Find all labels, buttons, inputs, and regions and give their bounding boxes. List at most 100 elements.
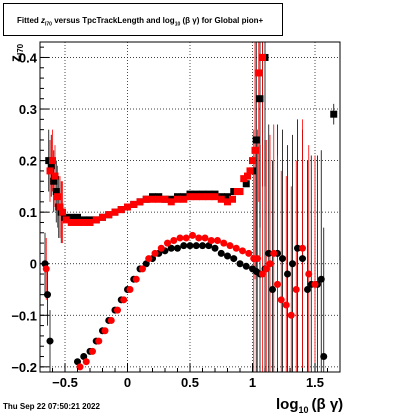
data-point-square [242, 180, 250, 188]
data-point-circle [217, 249, 225, 257]
data-point-square [92, 216, 100, 224]
data-point-square [224, 198, 231, 206]
title-z-symbol: z [41, 16, 46, 25]
data-point-square [111, 208, 119, 216]
data-point-circle [224, 252, 231, 260]
data-point-square [174, 195, 181, 203]
title-log-subscript: 10 [174, 21, 181, 28]
data-point-square [62, 216, 70, 224]
data-point-circle [95, 337, 103, 345]
grid [40, 42, 340, 372]
data-point-circle [287, 311, 295, 319]
data-point-circle [311, 280, 319, 288]
data-point-circle [277, 296, 285, 304]
data-point-circle [207, 237, 215, 245]
data-point-square [192, 193, 200, 201]
data-point-square [180, 195, 188, 203]
x-tick-label: 0 [124, 375, 131, 390]
data-point-circle [189, 231, 196, 239]
data-markers [41, 53, 338, 371]
data-point-square [230, 188, 238, 196]
data-point-square [136, 198, 144, 206]
data-point-circle [145, 255, 153, 263]
data-point-circle [236, 260, 244, 268]
data-point-square [217, 195, 225, 203]
data-point-circle [182, 234, 190, 242]
data-point-square [224, 193, 231, 201]
data-point-circle [195, 234, 203, 242]
data-point-circle [317, 275, 325, 283]
footer-timestamp: Thu Sep 22 07:50:21 2022 [3, 402, 100, 411]
data-point-square [211, 193, 219, 201]
title-box: Fitted zI70 versus TpcTrackLength and lo… [3, 3, 283, 36]
data-point-square [67, 218, 75, 226]
data-point-square [117, 206, 125, 214]
data-point-square [59, 208, 66, 216]
data-point-circle [151, 249, 159, 257]
data-point-square [50, 177, 58, 185]
y-tick-label: 0.2 [19, 154, 37, 169]
title-z-subscript: I70 [45, 21, 52, 28]
x-axis-title: log10 (β γ) [276, 396, 343, 414]
data-point-circle [170, 237, 178, 245]
data-point-circle [270, 249, 278, 257]
data-point-circle [211, 244, 219, 252]
axis-ticks [39, 46, 341, 372]
data-point-circle [259, 270, 266, 278]
y-tick-label: 0.4 [19, 50, 38, 65]
data-point-circle [284, 270, 291, 278]
data-point-square [330, 110, 338, 118]
data-point-circle [192, 242, 200, 250]
data-point-square [124, 203, 131, 211]
y-axis-title-sub: I70 [16, 43, 25, 55]
data-point-square [54, 193, 61, 201]
x-axis-title-sub: 10 [299, 405, 309, 414]
x-tick-label: 0.5 [181, 375, 199, 390]
data-point-circle [304, 286, 311, 293]
data-point-circle [265, 249, 273, 257]
title-prefix: Fitted [17, 16, 39, 25]
data-point-square [259, 53, 266, 61]
data-point-circle [299, 255, 306, 263]
data-point-square [80, 218, 88, 226]
data-point-square [256, 95, 264, 103]
x-tick-label: 1 [249, 375, 256, 390]
data-point-square [47, 162, 55, 170]
title-beta-gamma: (β γ) [182, 16, 200, 25]
y-tick-label: −0.1 [11, 308, 37, 323]
data-point-square [167, 198, 175, 206]
data-point-square [249, 157, 256, 165]
data-point-circle [126, 286, 134, 293]
tick-labels: −0.5 0 0.5 1 1.5 −0.2 −0.1 0 0.1 0.2 0.3 0.4 [11, 50, 324, 390]
data-point-square [244, 172, 251, 180]
y-tick-label: −0.2 [11, 360, 37, 375]
data-point-circle [220, 239, 228, 247]
data-point-square [246, 167, 254, 175]
data-point-square [74, 218, 81, 226]
data-point-circle [232, 244, 240, 252]
data-point-circle [226, 242, 234, 250]
data-point-circle [292, 286, 300, 293]
data-point-square [56, 203, 64, 211]
title-mid: versus TpcTrackLength and log [54, 16, 175, 25]
x-axis-title-main: log [276, 396, 299, 413]
title-suffix: for Global pion+ [201, 16, 264, 25]
data-point-circle [230, 255, 238, 263]
data-point-circle [274, 280, 281, 288]
data-point-circle [262, 265, 270, 273]
data-point-square [142, 195, 150, 203]
data-point-circle [289, 260, 296, 268]
data-point-circle [44, 291, 51, 299]
data-point-circle [76, 363, 84, 371]
data-point-square [99, 213, 106, 221]
data-point-square [51, 172, 59, 180]
data-point-circle [114, 306, 121, 314]
data-point-circle [139, 265, 146, 273]
data-point-square [252, 136, 260, 144]
data-point-square [46, 167, 54, 175]
data-point-square [52, 188, 60, 196]
data-point-square [229, 195, 236, 203]
data-point-square [186, 193, 194, 201]
data-point-circle [279, 255, 286, 263]
data-point-circle [89, 347, 96, 355]
